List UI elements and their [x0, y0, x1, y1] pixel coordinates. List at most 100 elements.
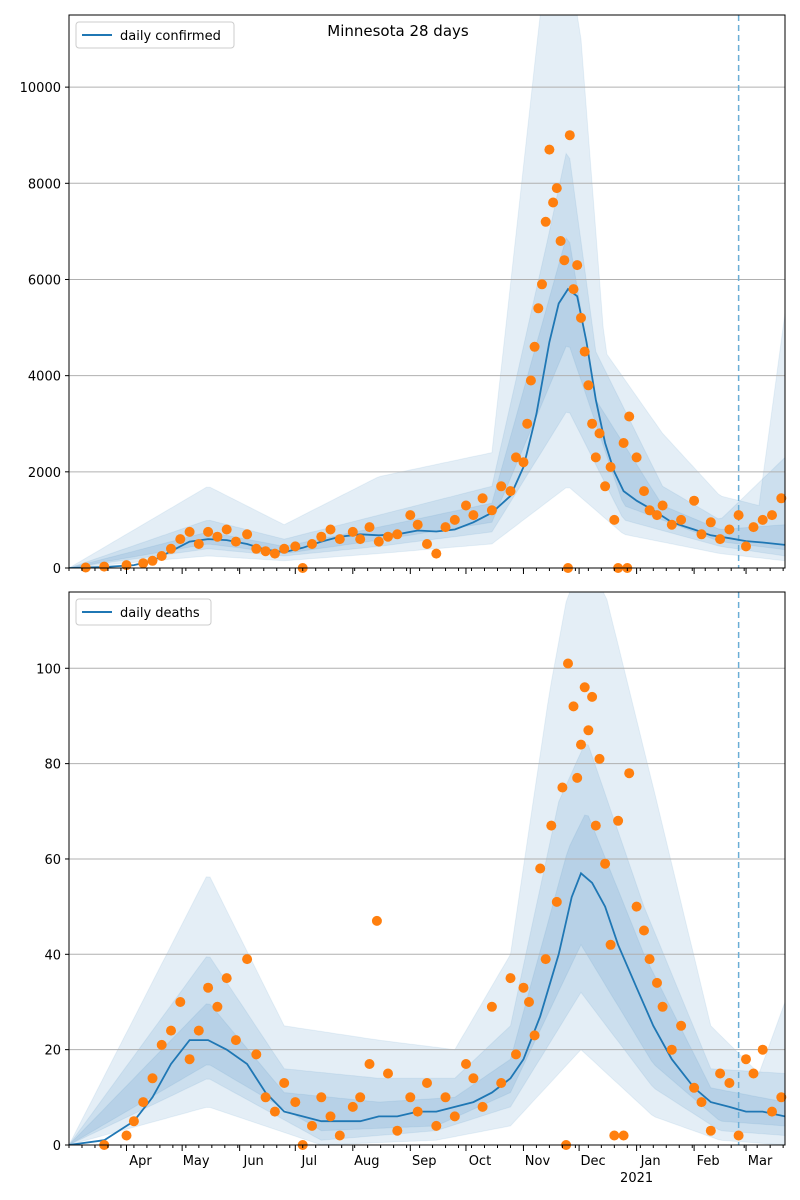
- confirmed-ytick-label: 10000: [20, 81, 61, 96]
- panel-deaths: 0 20 40 60 80 100 Apr May Jun Jul Aug Sep Oct Nov Dec…: [36, 591, 787, 1186]
- confirmed-data-point: [279, 543, 290, 554]
- deaths-data-point: [138, 1097, 149, 1108]
- confirmed-data-point: [609, 514, 620, 525]
- confirmed-data-point: [748, 522, 759, 533]
- confirmed-data-point: [193, 539, 204, 549]
- confirmed-data-point: [618, 438, 629, 448]
- deaths-data-point: [422, 1078, 432, 1088]
- confirmed-data-point: [260, 546, 271, 557]
- deaths-legend-label: daily deaths: [120, 606, 200, 621]
- deaths-data-point: [193, 1025, 204, 1036]
- deaths-data-point: [260, 1092, 271, 1103]
- deaths-fit-polyline: [69, 871, 785, 1145]
- confirmed-data-point: [511, 452, 521, 463]
- deaths-data-point: [221, 973, 232, 984]
- confirmed-data-point: [600, 481, 611, 492]
- deaths-data-point: [613, 815, 624, 826]
- confirmed-data-point: [715, 534, 726, 545]
- deaths-data-point: [405, 1092, 416, 1103]
- deaths-data-point: [355, 1092, 366, 1103]
- deaths-data-point: [609, 1130, 620, 1141]
- confirmed-data-point: [639, 486, 649, 497]
- deaths-xtick-label: Feb: [697, 1154, 720, 1169]
- deaths-data-point: [624, 768, 635, 779]
- confirmed-data-point: [757, 514, 768, 525]
- confirmed-data-point: [230, 536, 241, 547]
- deaths-data-point: [748, 1068, 759, 1079]
- deaths-xtick-label: Aug: [354, 1154, 379, 1169]
- confirmed-data-point: [221, 524, 232, 535]
- confirmed-ytick-label: 2000: [28, 466, 61, 481]
- confirmed-data-point: [733, 510, 744, 521]
- deaths-x-ticks: Apr May Jun Jul Aug Sep Oct Nov Dec Jan 2021 Feb Mar: [68, 1145, 784, 1186]
- deaths-data-point: [518, 982, 529, 993]
- deaths-data-point: [590, 820, 601, 831]
- confirmed-data-point: [590, 452, 601, 463]
- confirmed-data-point: [175, 534, 186, 545]
- deaths-data-point: [505, 973, 516, 984]
- deaths-xtick-label: Jan: [640, 1154, 661, 1169]
- deaths-data-point: [364, 1059, 375, 1069]
- deaths-data-point: [431, 1120, 442, 1131]
- deaths-data-point: [563, 658, 573, 669]
- deaths-data-point: [147, 1073, 158, 1084]
- deaths-ytick-label: 80: [44, 758, 61, 773]
- deaths-data-point: [371, 915, 382, 926]
- confirmed-band-1: [69, 152, 785, 568]
- chart-title: Minnesota 28 days: [327, 22, 469, 40]
- deaths-xtick-label: May: [183, 1154, 210, 1169]
- deaths-data-point: [715, 1068, 726, 1079]
- confirmed-ytick-label: 8000: [28, 177, 61, 192]
- confirmed-data-point: [290, 541, 301, 552]
- deaths-data-point: [724, 1078, 735, 1088]
- confirmed-data-point: [705, 517, 716, 528]
- confirmed-data-point: [564, 130, 575, 141]
- confirmed-data-point: [307, 539, 317, 549]
- confirmed-data-point: [676, 514, 687, 525]
- deaths-data-point: [477, 1101, 488, 1112]
- confirmed-data-point: [652, 510, 662, 521]
- deaths-data-point: [529, 1030, 540, 1041]
- deaths-data-point: [203, 982, 214, 993]
- deaths-fit-line: [69, 871, 785, 1145]
- deaths-xtick-label: Sep: [412, 1154, 437, 1169]
- deaths-data-point: [184, 1054, 195, 1065]
- confirmed-data-point: [99, 561, 110, 572]
- confirmed-axes-frame: [68, 14, 786, 569]
- confirmed-data-point: [529, 341, 540, 352]
- deaths-data-point: [657, 1001, 668, 1012]
- deaths-data-point: [325, 1111, 336, 1122]
- confirmed-data-point: [449, 514, 460, 525]
- deaths-data-point: [230, 1035, 241, 1046]
- confirmed-data-point: [724, 524, 735, 535]
- deaths-data-point: [587, 691, 598, 702]
- deaths-data-point: [540, 954, 551, 965]
- confirmed-data-point: [212, 531, 223, 542]
- deaths-xtick-label: Dec: [581, 1154, 606, 1169]
- deaths-data-point: [156, 1039, 167, 1050]
- confirmed-data-point: [364, 522, 375, 533]
- deaths-data-point: [576, 739, 586, 750]
- deaths-data-point: [757, 1044, 768, 1055]
- deaths-data-point: [461, 1059, 471, 1069]
- confirmed-data-point: [594, 428, 605, 439]
- confirmed-data-point: [644, 505, 655, 516]
- deaths-xtick-label: Oct: [469, 1154, 491, 1169]
- deaths-data-point: [705, 1125, 716, 1136]
- deaths-data-point: [583, 725, 594, 736]
- deaths-data-point: [631, 901, 642, 912]
- confirmed-data-point: [184, 526, 195, 537]
- confirmed-data-point: [605, 462, 616, 472]
- deaths-ytick-label: 0: [53, 1139, 61, 1154]
- confirmed-data-point: [568, 284, 579, 295]
- confirmed-data-point: [657, 500, 668, 511]
- confirmed-data-point: [537, 279, 547, 290]
- confirmed-ytick-label: 4000: [28, 370, 61, 385]
- deaths-xtick-label: Mar: [748, 1154, 773, 1169]
- confirmed-data-point: [242, 529, 253, 540]
- confirmed-data-point: [525, 375, 536, 386]
- confirmed-data-point: [355, 534, 366, 545]
- deaths-data-point: [676, 1020, 687, 1031]
- deaths-data-point: [307, 1120, 317, 1131]
